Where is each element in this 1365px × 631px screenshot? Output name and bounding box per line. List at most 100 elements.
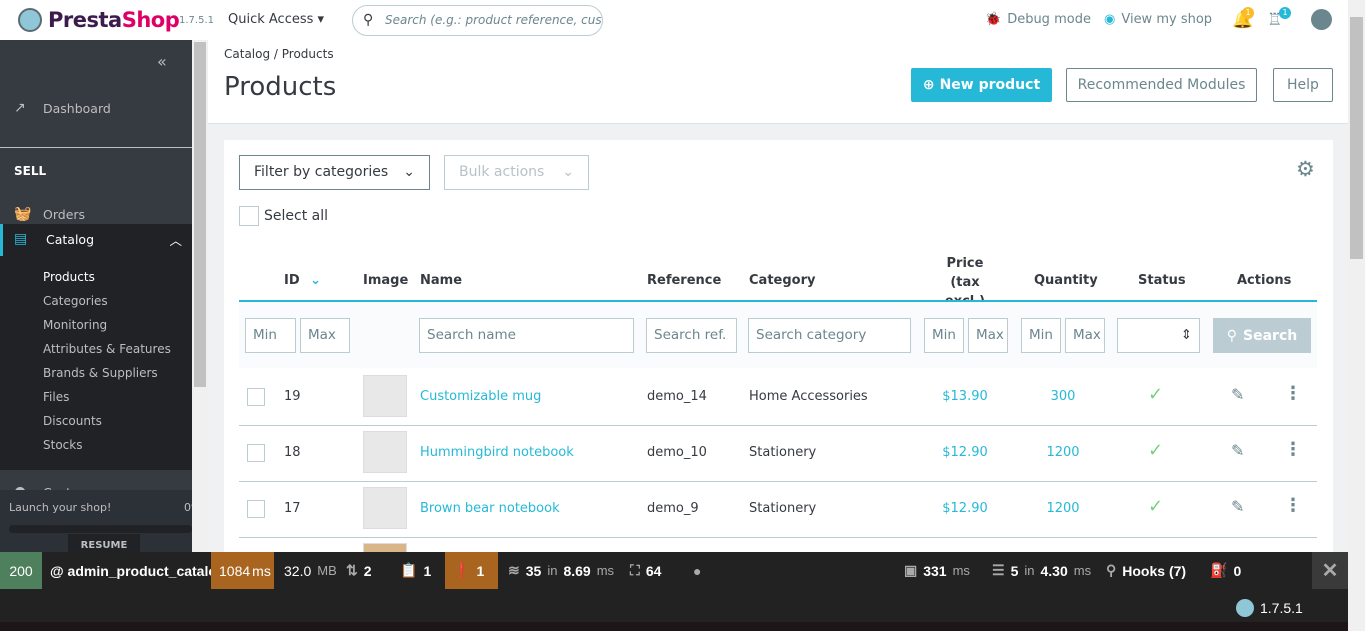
submenu-monitoring[interactable]: Monitoring bbox=[43, 318, 108, 332]
debug-status[interactable]: 200 bbox=[0, 552, 42, 589]
product-thumbnail[interactable] bbox=[363, 375, 407, 417]
header-id[interactable]: ID ⌄ bbox=[284, 273, 321, 288]
product-quantity[interactable]: 300 bbox=[1050, 389, 1076, 404]
submenu-files[interactable]: Files bbox=[43, 390, 70, 404]
quantity-max-input[interactable]: Max bbox=[1065, 318, 1105, 353]
row-checkbox[interactable] bbox=[247, 388, 265, 406]
user-avatar-icon[interactable] bbox=[1311, 9, 1332, 30]
header-name[interactable]: Name bbox=[420, 273, 463, 288]
header-reference[interactable]: Reference bbox=[647, 273, 722, 288]
debug-hooks[interactable]: ⚲ Hooks (7) bbox=[1098, 552, 1194, 589]
product-name-link[interactable]: Brown bear notebook bbox=[420, 501, 560, 516]
row-checkbox[interactable] bbox=[247, 500, 265, 518]
debug-time[interactable]: 1084 ms bbox=[211, 552, 274, 589]
debug-version[interactable]: 1.7.5.1 bbox=[1228, 589, 1311, 626]
sidebar-item-orders[interactable]: 🧺 Orders bbox=[0, 199, 192, 231]
quantity-min-input[interactable]: Min bbox=[1021, 318, 1061, 353]
sidebar-item-dashboard[interactable]: ↗ Dashboard bbox=[0, 93, 192, 125]
search-input[interactable]: ⚲ Search (e.g.: product reference, custom… bbox=[352, 5, 603, 36]
resume-button[interactable]: RESUME bbox=[68, 534, 140, 552]
product-category: Stationery bbox=[749, 445, 817, 460]
render-value: 331 bbox=[923, 562, 947, 579]
header-quantity[interactable]: Quantity bbox=[1034, 273, 1098, 288]
quick-access-dropdown[interactable]: Quick Access ▾ bbox=[228, 12, 325, 27]
submenu-attributes[interactable]: Attributes & Features bbox=[43, 342, 171, 356]
header-status[interactable]: Status bbox=[1138, 273, 1186, 288]
edit-pencil-icon[interactable]: ✎ bbox=[1231, 385, 1245, 404]
debug-errors[interactable]: ❗ 1 bbox=[445, 552, 498, 589]
submenu-discounts[interactable]: Discounts bbox=[43, 414, 102, 428]
submenu-stocks[interactable]: Stocks bbox=[43, 438, 83, 452]
sidebar-item-catalog[interactable]: ▤ Catalog ︿ bbox=[0, 224, 192, 256]
help-button[interactable]: Help bbox=[1273, 68, 1333, 102]
cache-time: 4.30 bbox=[1040, 562, 1068, 579]
collapse-sidebar-button[interactable]: « bbox=[157, 52, 167, 71]
page-scrollbar[interactable] bbox=[1348, 0, 1365, 631]
price-min-input[interactable]: Min bbox=[924, 318, 964, 353]
check-icon[interactable]: ✓ bbox=[1148, 384, 1164, 405]
debug-logs[interactable]: 📋 1 bbox=[392, 552, 439, 589]
more-actions-icon[interactable]: ⋮ bbox=[1284, 495, 1302, 516]
gear-icon[interactable]: ⚙ bbox=[1296, 157, 1315, 181]
more-actions-icon[interactable]: ⋮ bbox=[1284, 439, 1302, 460]
debug-user[interactable]: ● bbox=[685, 552, 709, 589]
reference-search-input[interactable]: Search ref. bbox=[646, 318, 737, 353]
search-icon: ⚲ bbox=[363, 12, 374, 28]
trophy-button[interactable]: ♖ 1 bbox=[1267, 7, 1291, 30]
debug-cache[interactable]: ☰ 5 in 4.30 ms bbox=[984, 552, 1099, 589]
debug-queries[interactable]: ≋ 35 in 8.69 ms bbox=[500, 552, 622, 589]
submenu-products[interactable]: Products bbox=[43, 270, 95, 284]
search-button[interactable]: ⚲ Search bbox=[1213, 318, 1311, 353]
debug-translations[interactable]: ⛶ 64 bbox=[622, 552, 669, 589]
debug-route[interactable]: @ admin_product_catalog bbox=[50, 562, 226, 579]
product-thumbnail[interactable] bbox=[363, 431, 407, 473]
submenu-categories[interactable]: Categories bbox=[43, 294, 108, 308]
status-select[interactable]: ⇕ bbox=[1117, 318, 1200, 353]
search-button-label: Search bbox=[1243, 327, 1298, 344]
edit-pencil-icon[interactable]: ✎ bbox=[1231, 497, 1245, 516]
check-icon[interactable]: ✓ bbox=[1148, 496, 1164, 517]
antenna-icon: ⚲ bbox=[1106, 562, 1117, 578]
product-quantity[interactable]: 1200 bbox=[1046, 445, 1080, 460]
page-title: Products bbox=[224, 72, 337, 102]
select-all-label[interactable]: Select all bbox=[264, 208, 328, 224]
product-name-link[interactable]: Hummingbird notebook bbox=[420, 445, 574, 460]
category-search-input[interactable]: Search category bbox=[748, 318, 911, 353]
puffin-icon bbox=[18, 8, 42, 32]
view-shop-link[interactable]: ◉ View my shop bbox=[1104, 12, 1212, 27]
submenu-brands[interactable]: Brands & Suppliers bbox=[43, 366, 158, 380]
price-max-input[interactable]: Max bbox=[968, 318, 1008, 353]
header-category[interactable]: Category bbox=[749, 273, 816, 288]
name-search-input[interactable]: Search name bbox=[419, 318, 634, 353]
debug-redirects[interactable]: ⇅ 2 bbox=[338, 552, 380, 589]
gas-value: 0 bbox=[1233, 562, 1242, 579]
id-max-input[interactable]: Max bbox=[300, 318, 350, 353]
debug-render[interactable]: ▣ 331 ms bbox=[896, 552, 978, 589]
more-actions-icon[interactable]: ⋮ bbox=[1284, 383, 1302, 404]
product-quantity[interactable]: 1200 bbox=[1046, 501, 1080, 516]
breadcrumb: Catalog / Products bbox=[224, 47, 334, 61]
check-icon[interactable]: ✓ bbox=[1148, 440, 1164, 461]
new-product-button[interactable]: ⊕ New product bbox=[911, 68, 1052, 102]
debug-mode-link[interactable]: 🐞 Debug mode bbox=[985, 12, 1091, 27]
close-debug-button[interactable]: ✕ bbox=[1312, 552, 1348, 589]
select-all-checkbox[interactable] bbox=[239, 206, 259, 226]
product-name-link[interactable]: Customizable mug bbox=[420, 389, 542, 404]
product-price[interactable]: $12.90 bbox=[942, 501, 988, 516]
breadcrumb-catalog[interactable]: Catalog bbox=[224, 47, 271, 61]
row-checkbox[interactable] bbox=[247, 444, 265, 462]
edit-pencil-icon[interactable]: ✎ bbox=[1231, 441, 1245, 460]
product-price[interactable]: $13.90 bbox=[942, 389, 988, 404]
prestashop-logo[interactable]: PrestaShop bbox=[18, 8, 180, 32]
product-price[interactable]: $12.90 bbox=[942, 445, 988, 460]
filter-categories-dropdown[interactable]: Filter by categories ⌄ bbox=[239, 155, 430, 190]
bulk-actions-dropdown[interactable]: Bulk actions ⌄ bbox=[444, 155, 589, 190]
recommended-modules-button[interactable]: Recommended Modules bbox=[1066, 68, 1257, 102]
debug-memory[interactable]: 32.0 MB bbox=[276, 552, 345, 589]
product-thumbnail[interactable] bbox=[363, 487, 407, 529]
breadcrumb-products[interactable]: Products bbox=[281, 47, 334, 61]
id-min-input[interactable]: Min bbox=[245, 318, 296, 353]
notifications-button[interactable]: 🔔 1 bbox=[1232, 7, 1254, 30]
debug-gas[interactable]: ⛽ 0 bbox=[1202, 552, 1249, 589]
sidebar-scrollbar[interactable] bbox=[192, 40, 208, 552]
